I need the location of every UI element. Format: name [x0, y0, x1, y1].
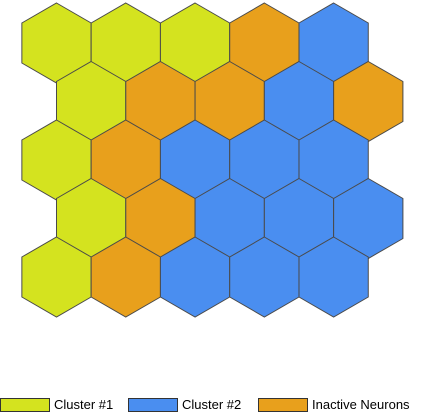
legend-item-inactive: Inactive Neurons — [258, 396, 410, 413]
legend-swatch-cluster-1 — [0, 398, 50, 412]
legend-swatch-inactive — [258, 398, 308, 412]
legend-label-inactive: Inactive Neurons — [312, 397, 410, 412]
legend-item-cluster-2: Cluster #2 — [128, 396, 241, 413]
legend-label-cluster-2: Cluster #2 — [182, 397, 242, 412]
legend: Cluster #1 Cluster #2 Inactive Neurons — [0, 396, 424, 413]
legend-label-cluster-1: Cluster #1 — [54, 397, 114, 412]
legend-item-cluster-1: Cluster #1 — [0, 396, 113, 413]
hex-grid — [21, 2, 404, 318]
hex-cell-r4-c4-cluster2 — [298, 236, 369, 318]
legend-swatch-cluster-2 — [128, 398, 178, 412]
